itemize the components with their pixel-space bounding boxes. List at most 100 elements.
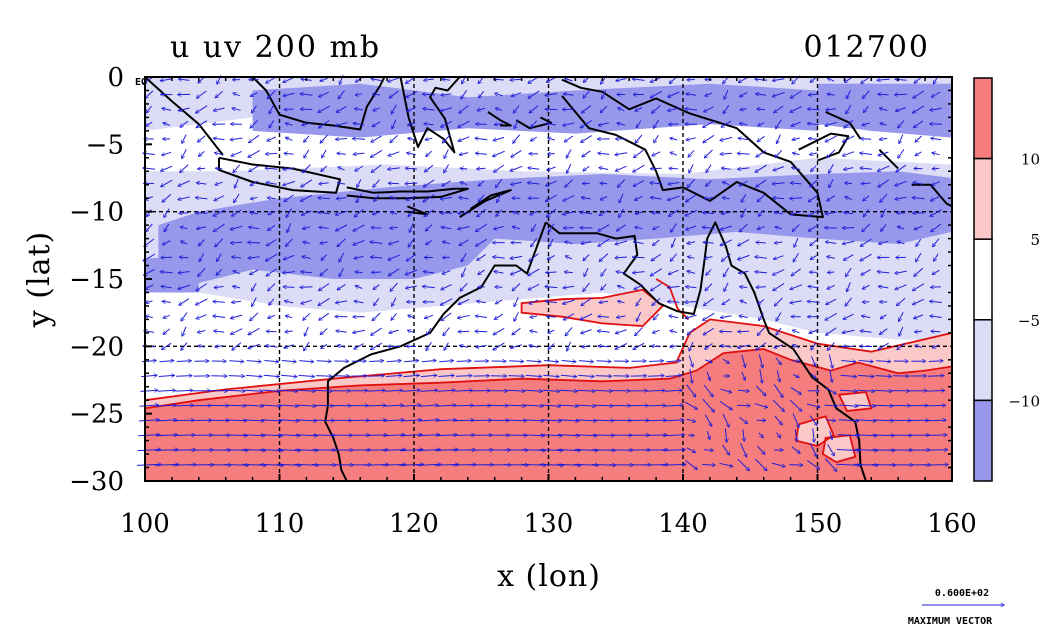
wind-vector <box>217 253 222 262</box>
wind-vector <box>268 283 276 291</box>
wind-vector <box>932 269 940 274</box>
wind-vector <box>577 390 595 391</box>
wind-vector <box>265 168 278 169</box>
wind-vector <box>759 369 762 383</box>
wind-vector <box>774 415 782 425</box>
wind-vector <box>669 316 679 318</box>
wind-vector <box>581 135 592 143</box>
wind-vector <box>443 242 451 244</box>
wind-vector <box>737 458 750 470</box>
wind-vector <box>163 314 170 318</box>
wind-vector <box>319 227 329 228</box>
wind-vector <box>523 420 544 421</box>
wind-vector <box>546 123 556 125</box>
wind-vector <box>196 314 207 319</box>
wind-vector <box>618 286 625 289</box>
wind-vector <box>371 79 382 81</box>
wind-vector <box>231 242 243 243</box>
wind-vector <box>371 228 382 229</box>
wind-vector <box>548 329 555 333</box>
wind-vector <box>286 316 293 318</box>
wind-vector <box>300 94 313 95</box>
wind-vector <box>771 462 785 467</box>
wind-vector <box>913 283 925 291</box>
wind-vector <box>215 346 223 347</box>
wind-vector <box>423 179 435 187</box>
wind-vector <box>567 163 572 173</box>
wind-vector <box>687 271 696 273</box>
wind-vector <box>776 312 782 321</box>
contour-5 <box>655 278 690 321</box>
wind-vector <box>651 253 662 261</box>
wind-vector <box>824 405 838 406</box>
wind-vector <box>809 329 818 333</box>
wind-vector <box>863 195 870 201</box>
wind-vector <box>934 253 939 261</box>
wind-vector <box>459 239 469 246</box>
wind-vector <box>757 194 766 202</box>
wind-vector <box>163 328 171 334</box>
wind-vector <box>444 164 450 173</box>
wind-vector <box>913 298 925 304</box>
wind-vector <box>648 361 663 362</box>
wind-vector <box>407 106 417 111</box>
wind-vector <box>318 105 330 112</box>
wind-vector <box>722 413 729 427</box>
wind-vector <box>722 358 729 363</box>
wind-vector <box>793 153 800 155</box>
wind-vector <box>933 344 940 348</box>
wind-vector <box>650 90 663 98</box>
wind-vector <box>416 464 441 465</box>
wind-vector <box>336 139 348 140</box>
wind-vector <box>399 450 423 451</box>
wind-vector <box>563 122 575 126</box>
wind-vector <box>843 240 855 244</box>
wind-vector <box>600 196 608 200</box>
wind-vector <box>321 254 327 261</box>
wind-vector <box>279 405 299 406</box>
wind-vector <box>741 208 747 218</box>
wind-vector <box>774 105 784 113</box>
wind-vector <box>862 284 870 289</box>
wind-vector <box>479 90 485 97</box>
colorbar-bin <box>973 77 993 160</box>
wind-vector <box>664 405 683 406</box>
wind-vector <box>647 390 665 391</box>
wind-vector <box>180 257 189 258</box>
wind-vector <box>179 213 189 214</box>
wind-vector <box>843 151 855 156</box>
contour-5 <box>145 348 952 481</box>
wind-vector <box>180 120 189 127</box>
wind-vector <box>477 108 486 110</box>
wind-vector <box>706 164 712 173</box>
wind-vector <box>157 390 175 391</box>
wind-vector <box>546 272 557 273</box>
wind-vector <box>806 403 820 407</box>
weak-westerly-pocket <box>796 416 834 446</box>
wind-vector <box>424 79 434 80</box>
wind-vector <box>932 91 941 97</box>
wind-vector <box>650 183 663 184</box>
wind-vector <box>652 151 661 156</box>
wind-vector <box>528 183 540 184</box>
wind-vector <box>336 331 347 333</box>
wind-vector <box>838 420 858 421</box>
wind-vector <box>809 443 816 457</box>
wind-vector <box>425 314 434 318</box>
wind-vector <box>139 405 159 406</box>
wind-vector <box>424 209 434 217</box>
wind-vector <box>670 331 678 333</box>
wind-vector <box>162 342 172 349</box>
wind-vector <box>636 297 642 306</box>
wind-vector <box>756 179 767 187</box>
wind-vector <box>438 375 455 376</box>
wind-vector <box>635 195 643 200</box>
colorbar-bin <box>973 399 993 482</box>
wind-vector <box>721 212 731 213</box>
wind-vector <box>283 287 295 288</box>
wind-vector <box>232 301 242 302</box>
wind-vector <box>633 180 645 187</box>
wind-vector <box>140 390 158 391</box>
wind-vector <box>564 228 574 229</box>
wind-vector <box>302 123 312 125</box>
